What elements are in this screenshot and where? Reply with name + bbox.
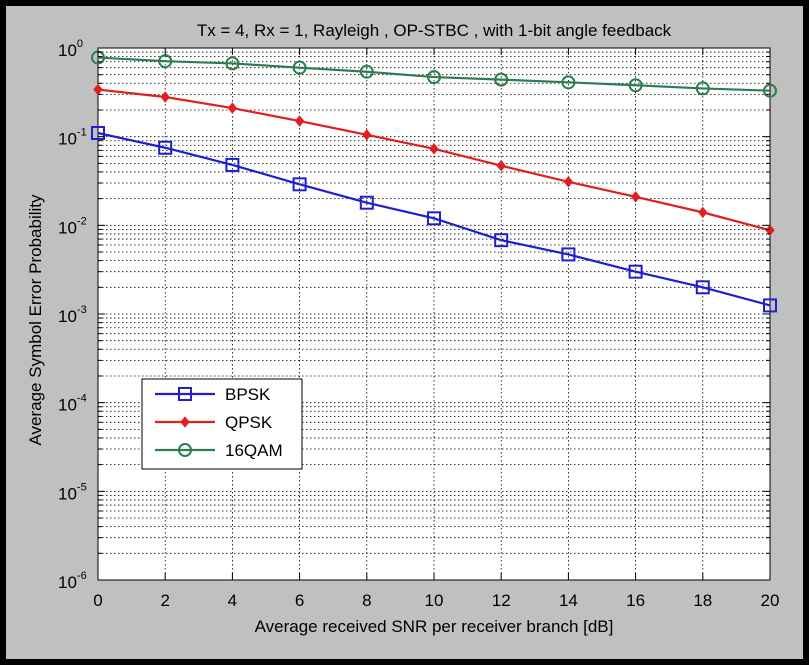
data-point <box>429 142 439 155</box>
data-point <box>563 175 574 188</box>
x-tick-label: 10 <box>425 591 444 610</box>
x-tick-label: 0 <box>93 591 102 610</box>
y-tick-label: 10-1 <box>58 127 87 149</box>
data-point <box>695 81 710 96</box>
x-tick-label: 4 <box>228 591 237 610</box>
data-point <box>630 190 641 203</box>
y-tick-label: 10-3 <box>58 304 87 326</box>
series-16qam <box>91 50 777 98</box>
data-point <box>178 443 192 457</box>
series-line <box>97 56 771 92</box>
data-point <box>227 102 238 114</box>
data-point <box>427 70 441 85</box>
x-tick-label: 8 <box>362 591 371 610</box>
data-point <box>698 206 708 219</box>
data-point <box>178 387 192 401</box>
data-point <box>695 280 710 295</box>
data-point <box>765 224 775 237</box>
data-point <box>496 159 506 172</box>
data-point <box>292 177 307 192</box>
data-point <box>292 60 307 75</box>
x-tick-label: 18 <box>693 591 712 610</box>
legend-entry-bpsk: BPSK <box>155 385 271 404</box>
data-point <box>561 75 576 90</box>
legend: BPSK QPSK 16QAM <box>141 378 303 470</box>
legend-label: BPSK <box>225 385 271 404</box>
data-point <box>225 56 240 71</box>
legend-label: 16QAM <box>225 441 283 460</box>
data-point <box>158 54 173 69</box>
data-point <box>359 195 374 210</box>
legend-entry-16qam: 16QAM <box>155 441 283 460</box>
x-tick-label: 6 <box>295 591 304 610</box>
x-tick-label: 14 <box>559 591 578 610</box>
data-point <box>763 83 777 98</box>
grid-layer <box>98 48 770 580</box>
legend-entry-qpsk: QPSK <box>155 413 273 432</box>
data-point <box>158 140 173 155</box>
data-point <box>494 233 509 248</box>
x-tick-label: 2 <box>160 591 169 610</box>
y-tick-label: 10-2 <box>58 215 87 237</box>
axis-layer: 0 2 4 6 8 10 12 14 16 18 20 100 10-1 10-2 10-3 10-4 10-5… <box>58 38 779 610</box>
data-point <box>180 416 190 428</box>
data-point <box>494 72 509 87</box>
data-point <box>427 211 441 226</box>
x-axis-label: Average received SNR per receiver branch… <box>255 617 614 636</box>
series-line <box>97 131 771 307</box>
data-point <box>294 115 305 127</box>
data-point <box>359 64 374 79</box>
data-point <box>91 125 105 140</box>
x-tick-label: 12 <box>492 591 511 610</box>
data-point <box>362 128 372 141</box>
y-tick-label: 10-5 <box>58 481 87 503</box>
x-tick-label: 16 <box>626 591 645 610</box>
data-point <box>628 264 643 279</box>
chart-title: Tx = 4, Rx = 1, Rayleigh , OP-STBC , wit… <box>197 21 672 40</box>
data-point <box>160 91 170 103</box>
y-tick-label: 10-4 <box>58 393 87 415</box>
data-point <box>763 298 777 313</box>
legend-label: QPSK <box>225 413 273 432</box>
x-tick-label: 20 <box>761 591 780 610</box>
y-tick-label: 100 <box>58 38 83 60</box>
series-qpsk <box>93 83 775 237</box>
y-axis-label: Average Symbol Error Probability <box>26 194 45 446</box>
y-tick-label: 10-6 <box>58 570 87 592</box>
data-point <box>561 247 576 262</box>
series-layer <box>91 50 777 313</box>
series-bpsk <box>91 125 777 313</box>
data-point <box>628 78 643 93</box>
data-point <box>225 157 240 172</box>
